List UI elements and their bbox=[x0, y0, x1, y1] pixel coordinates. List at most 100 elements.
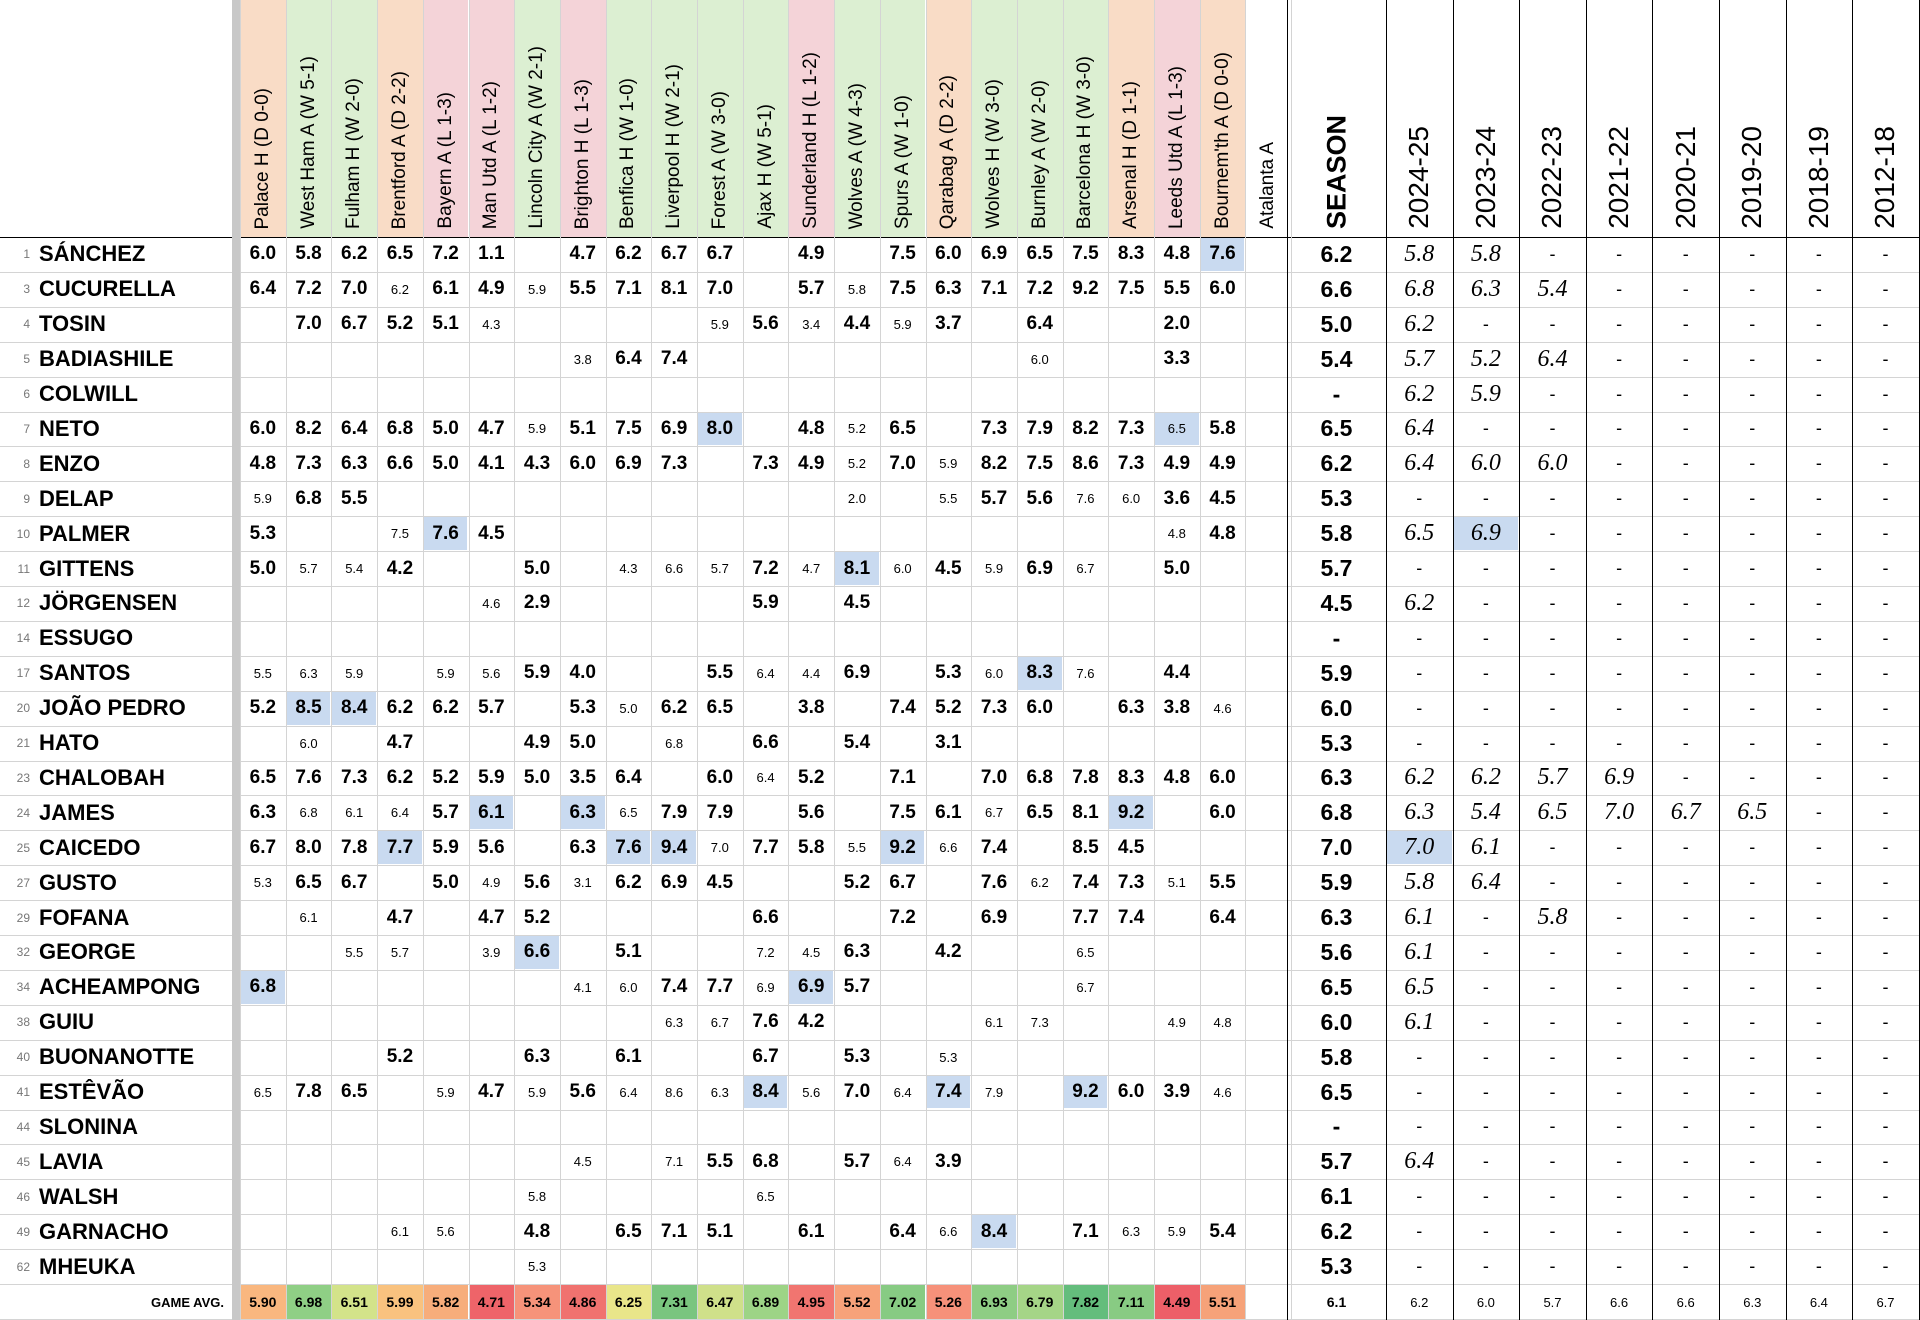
rating-cell[interactable] bbox=[744, 1250, 788, 1283]
history-cell[interactable]: - bbox=[1749, 872, 1756, 893]
player-name[interactable]: FOFANA bbox=[39, 904, 130, 930]
history-cell[interactable]: - bbox=[1682, 488, 1689, 509]
rating-cell[interactable]: 7.6 bbox=[606, 831, 651, 865]
rating-cell[interactable]: 6.5 bbox=[615, 1220, 642, 1242]
rating-cell[interactable]: 3.4 bbox=[802, 316, 821, 332]
rating-cell[interactable] bbox=[424, 1145, 468, 1178]
rating-cell[interactable] bbox=[515, 796, 559, 829]
history-cell[interactable]: - bbox=[1616, 732, 1623, 753]
rating-cell[interactable]: 5.2 bbox=[432, 766, 459, 788]
season-average[interactable]: 5.0 bbox=[1320, 310, 1353, 337]
rating-cell[interactable] bbox=[789, 1111, 833, 1144]
rating-cell[interactable]: 5.5 bbox=[569, 278, 596, 300]
rating-cell[interactable]: 6.4 bbox=[249, 278, 277, 300]
rating-cell[interactable]: 7.3 bbox=[1117, 871, 1145, 893]
history-cell[interactable]: - bbox=[1416, 558, 1423, 579]
rating-cell[interactable]: 5.9 bbox=[939, 456, 958, 472]
rating-cell[interactable] bbox=[424, 552, 468, 585]
rating-cell[interactable]: 5.2 bbox=[798, 766, 825, 788]
player-name[interactable]: ACHEAMPONG bbox=[39, 974, 201, 1000]
history-cell[interactable]: - bbox=[1682, 627, 1689, 648]
rating-cell[interactable]: 5.8 bbox=[527, 1189, 547, 1205]
rating-cell[interactable]: 5.9 bbox=[436, 665, 455, 681]
rating-cell[interactable] bbox=[1018, 936, 1062, 969]
rating-cell[interactable] bbox=[1155, 901, 1199, 934]
rating-cell[interactable] bbox=[1246, 657, 1290, 690]
rating-cell[interactable]: 5.9 bbox=[527, 1084, 547, 1100]
rating-cell[interactable] bbox=[1109, 378, 1153, 411]
rating-cell[interactable] bbox=[744, 692, 788, 725]
history-cell[interactable]: - bbox=[1682, 1011, 1689, 1032]
rating-cell[interactable]: 5.4 bbox=[345, 561, 364, 577]
rating-cell[interactable]: 7.3 bbox=[980, 417, 1008, 439]
rating-cell[interactable]: 8.3 bbox=[1117, 766, 1145, 788]
rating-cell[interactable]: 6.3 bbox=[1117, 697, 1145, 719]
rating-cell[interactable]: 4.4 bbox=[843, 313, 871, 335]
history-cell[interactable]: - bbox=[1416, 1081, 1423, 1102]
rating-cell[interactable]: 5.2 bbox=[847, 421, 866, 437]
rating-cell[interactable]: 4.1 bbox=[478, 452, 505, 474]
history-cell[interactable]: - bbox=[1416, 627, 1423, 648]
rating-cell[interactable]: 5.1 bbox=[569, 417, 596, 439]
rating-cell[interactable] bbox=[1246, 1006, 1290, 1039]
rating-cell[interactable] bbox=[927, 971, 971, 1004]
history-cell[interactable]: - bbox=[1616, 592, 1623, 613]
rating-cell[interactable] bbox=[744, 866, 788, 899]
rating-cell[interactable] bbox=[881, 657, 925, 690]
history-cell[interactable]: - bbox=[1882, 837, 1889, 858]
history-cell[interactable]: 6.1 bbox=[1404, 1008, 1435, 1035]
rating-cell[interactable]: 5.3 bbox=[843, 1046, 871, 1068]
rating-cell[interactable]: 7.5 bbox=[889, 801, 916, 823]
rating-cell[interactable]: 6.4 bbox=[390, 805, 409, 821]
rating-cell[interactable] bbox=[470, 1215, 514, 1248]
rating-cell[interactable]: 5.2 bbox=[386, 313, 414, 335]
rating-cell[interactable]: 5.5 bbox=[706, 1150, 734, 1172]
rating-cell[interactable] bbox=[881, 378, 925, 411]
rating-cell[interactable] bbox=[835, 238, 879, 271]
rating-cell[interactable] bbox=[287, 1250, 331, 1283]
rating-cell[interactable]: 6.9 bbox=[843, 662, 871, 684]
history-cell[interactable]: - bbox=[1482, 1116, 1489, 1137]
player-name[interactable]: GUIU bbox=[39, 1009, 94, 1035]
rating-cell[interactable] bbox=[1246, 587, 1290, 620]
history-cell[interactable]: - bbox=[1815, 1256, 1822, 1277]
rating-cell[interactable]: 8.0 bbox=[295, 836, 322, 858]
rating-cell[interactable] bbox=[1155, 796, 1199, 829]
rating-cell[interactable]: 4.9 bbox=[523, 732, 551, 754]
player-name[interactable]: SANTOS bbox=[39, 660, 131, 686]
rating-cell[interactable] bbox=[1064, 517, 1108, 550]
history-cell[interactable]: - bbox=[1549, 1186, 1556, 1207]
match-header[interactable]: Atalanta A bbox=[1245, 0, 1292, 237]
history-cell[interactable]: - bbox=[1549, 732, 1556, 753]
rating-cell[interactable]: 4.5 bbox=[843, 592, 871, 614]
rating-cell[interactable]: 7.5 bbox=[390, 526, 409, 542]
player-name[interactable]: LAVIA bbox=[39, 1148, 104, 1174]
rating-cell[interactable]: 7.9 bbox=[706, 801, 734, 823]
history-cell[interactable]: - bbox=[1815, 278, 1822, 299]
rating-cell[interactable]: 7.3 bbox=[980, 697, 1008, 719]
rating-cell[interactable]: 6.4 bbox=[1026, 313, 1053, 335]
rating-cell[interactable] bbox=[332, 1145, 376, 1178]
rating-cell[interactable] bbox=[881, 343, 925, 376]
rating-cell[interactable] bbox=[835, 343, 879, 376]
rating-cell[interactable] bbox=[972, 1041, 1016, 1074]
rating-cell[interactable]: 7.0 bbox=[843, 1081, 871, 1103]
rating-cell[interactable]: 6.8 bbox=[665, 735, 684, 751]
rating-cell[interactable]: 5.0 bbox=[523, 766, 551, 788]
rating-cell[interactable]: 6.9 bbox=[615, 452, 642, 474]
rating-cell[interactable] bbox=[698, 1250, 742, 1283]
rating-cell[interactable] bbox=[424, 936, 468, 969]
rating-cell[interactable]: 6.4 bbox=[889, 1220, 916, 1242]
history-cell[interactable]: - bbox=[1616, 907, 1623, 928]
history-cell[interactable]: - bbox=[1682, 592, 1689, 613]
rating-cell[interactable]: 5.9 bbox=[1167, 1224, 1186, 1240]
rating-cell[interactable]: 6.8 bbox=[295, 487, 322, 509]
rating-cell[interactable] bbox=[881, 971, 925, 1004]
rating-cell[interactable] bbox=[1018, 1111, 1062, 1144]
rating-cell[interactable] bbox=[332, 727, 376, 760]
rating-cell[interactable]: 7.5 bbox=[889, 243, 916, 265]
history-cell[interactable]: - bbox=[1815, 488, 1822, 509]
rating-cell[interactable] bbox=[424, 482, 468, 515]
rating-cell[interactable]: 5.2 bbox=[935, 697, 962, 719]
rating-cell[interactable]: 6.6 bbox=[939, 1224, 958, 1240]
